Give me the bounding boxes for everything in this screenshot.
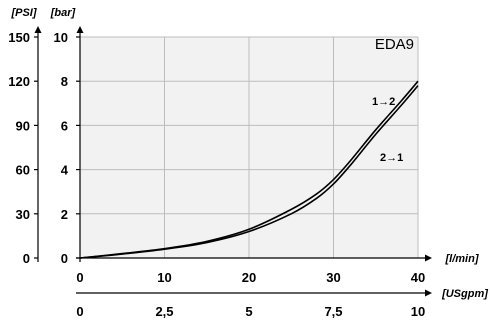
- x-primary-tick-label: 20: [242, 270, 256, 285]
- series-line-2: [79, 85, 419, 259]
- y-secondary-tick-label: 120: [8, 74, 30, 89]
- y-primary-arrow: [76, 26, 84, 33]
- x-secondary-tick-label: 0: [76, 304, 83, 319]
- y-secondary-tick-label: 30: [16, 207, 30, 222]
- axes: [34, 26, 432, 297]
- x-secondary-unit: [USgpm]: [441, 288, 488, 300]
- y-primary-tick-label: 0: [61, 251, 68, 266]
- y-secondary-tick-label: 90: [16, 118, 30, 133]
- y-primary-tick-label: 2: [61, 207, 68, 222]
- y-secondary-tick-label: 0: [23, 251, 30, 266]
- y-primary-tick-label: 10: [54, 30, 68, 45]
- x-primary-tick-label: 30: [326, 270, 340, 285]
- y-secondary-tick-label: 150: [8, 30, 30, 45]
- y-primary-tick-label: 8: [61, 74, 68, 89]
- x-primary-arrow: [425, 254, 432, 262]
- x-primary-tick-label: 40: [411, 270, 425, 285]
- x-secondary-tick-label: 7,5: [324, 304, 342, 319]
- chart-title: EDA9: [375, 36, 414, 53]
- y-primary-unit: [bar]: [50, 7, 76, 19]
- grid: [80, 36, 419, 258]
- labels: EDA9 [PSI] [bar] [l/min] [USgpm] 0 2 4 6 8 10…: [8, 7, 488, 319]
- x-primary-tick-label: 0: [76, 270, 83, 285]
- series-label-1: 1→2: [372, 96, 395, 108]
- y-primary-tick-label: 6: [61, 118, 68, 133]
- series-layer: [79, 80, 419, 259]
- y-secondary-arrow: [34, 26, 42, 33]
- x-primary-tick-label: 10: [157, 270, 171, 285]
- series-label-2: 2→1: [380, 152, 403, 164]
- x-secondary-tick-label: 5: [245, 304, 252, 319]
- x-primary-unit: [l/min]: [445, 253, 479, 265]
- y-primary-tick-label: 4: [61, 163, 69, 178]
- x-secondary-tick-label: 10: [411, 304, 425, 319]
- x-secondary-arrow: [425, 289, 432, 297]
- y-secondary-tick-label: 60: [16, 163, 30, 178]
- y-secondary-unit: [PSI]: [10, 7, 36, 19]
- x-secondary-tick-label: 2,5: [155, 304, 173, 319]
